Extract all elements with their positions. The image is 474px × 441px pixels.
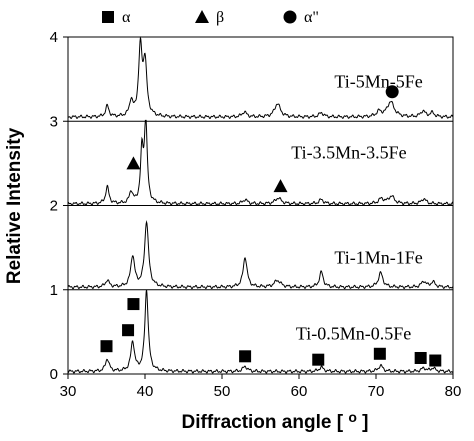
series-label: Ti-5Mn-5Fe xyxy=(334,72,422,92)
x-tick-label: 80 xyxy=(445,383,462,400)
series-label: Ti-3.5Mn-3.5Fe xyxy=(291,142,406,162)
legend-label: α xyxy=(122,9,131,26)
square-phase-marker xyxy=(239,350,252,363)
series-label: Ti-1Mn-1Fe xyxy=(334,248,422,268)
triangle-phase-marker xyxy=(126,156,141,170)
circle-phase-marker xyxy=(385,85,399,99)
square-phase-marker xyxy=(127,298,140,311)
x-tick-label: 50 xyxy=(214,383,231,400)
legend: α β α" xyxy=(102,9,319,26)
square-phase-marker xyxy=(312,353,325,366)
square-phase-marker xyxy=(100,340,113,353)
plot-area xyxy=(67,36,454,375)
series-line-2 xyxy=(67,220,454,290)
series-lines xyxy=(67,36,454,374)
phase-markers xyxy=(100,85,442,367)
series-line-1 xyxy=(67,289,453,374)
series-labels: Ti-5Mn-5Fe Ti-3.5Mn-3.5Fe Ti-1Mn-1Fe Ti-0.5… xyxy=(291,72,422,344)
y-tick-label: 3 xyxy=(50,113,58,130)
x-tick-label: 40 xyxy=(137,383,154,400)
series-label: Ti-0.5Mn-0.5Fe xyxy=(296,324,411,344)
y-tick-label: 0 xyxy=(50,366,58,383)
y-axis-title: Relative Intensity xyxy=(4,127,25,284)
square-phase-marker xyxy=(414,351,427,364)
legend-square-icon xyxy=(102,11,114,23)
series-line-3 xyxy=(67,119,454,206)
y-tick-label: 2 xyxy=(50,198,58,215)
x-tick-label: 60 xyxy=(291,383,308,400)
series-line-4 xyxy=(67,36,454,120)
y-tick-label: 1 xyxy=(50,282,58,299)
x-tick-label: 70 xyxy=(368,383,385,400)
triangle-phase-marker xyxy=(273,179,288,193)
legend-label: α" xyxy=(304,9,319,26)
legend-triangle-icon xyxy=(195,10,209,23)
x-tick-label: 30 xyxy=(60,383,77,400)
y-tick-label: 4 xyxy=(50,29,58,46)
legend-label: β xyxy=(216,9,224,26)
square-phase-marker xyxy=(373,347,386,360)
x-axis-title: Diffraction angle [ o ] xyxy=(182,409,369,433)
square-phase-marker xyxy=(122,324,135,337)
square-phase-marker xyxy=(429,354,442,367)
legend-circle-icon xyxy=(283,10,297,24)
axes: 30 40 50 60 70 80 0 1 2 3 4 xyxy=(50,29,462,400)
